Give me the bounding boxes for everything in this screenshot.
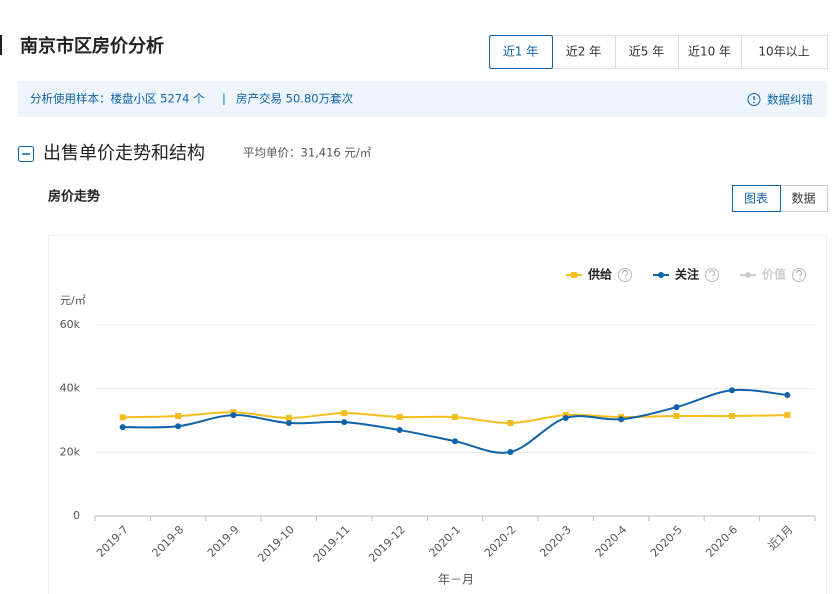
feedback-icon (747, 93, 761, 106)
info-bar (18, 81, 827, 117)
help-icon-dot (712, 278, 714, 280)
legend-marker (658, 272, 664, 278)
panel-title: 房价走势 (48, 189, 100, 205)
data-point (784, 412, 791, 419)
y-tick-label: 60k (60, 318, 81, 331)
x-tick-label: 2020-6 (703, 523, 740, 560)
data-point (285, 414, 292, 421)
collapse-icon[interactable] (18, 146, 34, 162)
x-tick-label: 2019-9 (205, 523, 242, 560)
x-tick-label: 2019-8 (150, 523, 187, 560)
data-point (728, 413, 735, 420)
range-tab[interactable] (615, 35, 679, 69)
y-tick-label: 20k (60, 445, 81, 458)
data-point (175, 423, 182, 430)
data-point (175, 413, 182, 420)
data-point (673, 413, 680, 420)
view-toggle-label[interactable]: 图表 (744, 192, 768, 206)
header-accent (0, 35, 2, 55)
x-tick-label: 2019-10 (255, 523, 297, 565)
data-point (673, 404, 680, 411)
legend-marker (571, 272, 577, 278)
y-axis-label: 元/㎡ (60, 294, 86, 307)
data-point (341, 410, 348, 417)
data-point (452, 413, 458, 420)
help-icon-glyph (795, 269, 803, 277)
help-icon-dot (799, 278, 801, 280)
x-tick-label: 2019-11 (311, 523, 353, 565)
view-toggle-label[interactable]: 数据 (791, 191, 815, 206)
x-tick-label: 2019-7 (94, 523, 131, 560)
section-title: 出售单价走势和结构 (43, 143, 205, 164)
data-point (507, 420, 514, 427)
range-tab-label[interactable]: 近2 年 (566, 45, 601, 59)
help-icon-glyph (621, 269, 629, 277)
info-trade: 房产交易 50.80万套次 (236, 92, 354, 106)
legend-label[interactable]: 关注 (675, 267, 699, 282)
x-tick-label: 近1月 (766, 523, 796, 553)
data-point (341, 419, 348, 426)
legend-label[interactable]: 价值 (762, 267, 786, 282)
data-point (728, 387, 735, 394)
x-tick-label: 2020-1 (426, 523, 463, 560)
legend-label[interactable]: 供给 (587, 267, 612, 282)
data-point (618, 416, 625, 423)
y-tick-label: 0 (73, 509, 80, 522)
range-tab[interactable] (678, 35, 742, 69)
data-point (784, 392, 791, 399)
help-icon[interactable] (705, 268, 719, 282)
range-tab-label[interactable]: 10年以上 (758, 45, 809, 59)
help-icon-dot (625, 278, 627, 280)
help-icon[interactable] (792, 268, 806, 282)
range-tab-label[interactable]: 近10 年 (688, 45, 731, 59)
data-point (507, 449, 514, 456)
x-axis-label: 年－月 (438, 573, 474, 587)
data-point (396, 427, 403, 434)
help-icon[interactable] (618, 268, 632, 282)
x-tick-label: 2020-4 (593, 523, 630, 560)
data-point (396, 413, 403, 420)
section-average: 平均单价：31,416 元/㎡ (243, 146, 372, 160)
data-point (285, 420, 292, 427)
x-tick-label: 2020-3 (537, 523, 574, 560)
help-icon-glyph (708, 269, 716, 277)
data-point (230, 412, 237, 419)
legend-marker (745, 272, 751, 278)
info-feedback[interactable]: 数据纠错 (767, 93, 813, 107)
info-separator: | (222, 92, 226, 106)
data-point (452, 438, 458, 445)
data-point (562, 414, 569, 421)
feedback-icon-dot (753, 101, 755, 104)
y-tick-label: 40k (60, 382, 81, 395)
page-title: 南京市区房价分析 (20, 35, 164, 57)
x-tick-label: 2019-12 (366, 523, 408, 565)
range-tab-label[interactable]: 近5 年 (629, 45, 664, 59)
data-point (119, 424, 126, 431)
x-tick-label: 2020-5 (648, 523, 685, 560)
chart-box (48, 235, 827, 594)
x-tick-label: 2020-2 (482, 523, 519, 560)
info-sample: 分析使用样本：楼盘小区 5274 个 (30, 92, 205, 106)
range-tab[interactable] (741, 35, 828, 69)
range-tab-label[interactable]: 近1 年 (503, 45, 538, 59)
range-tab-active (489, 35, 553, 69)
data-point (119, 414, 126, 421)
range-tab[interactable] (552, 35, 616, 69)
view-toggle-active (732, 185, 781, 212)
